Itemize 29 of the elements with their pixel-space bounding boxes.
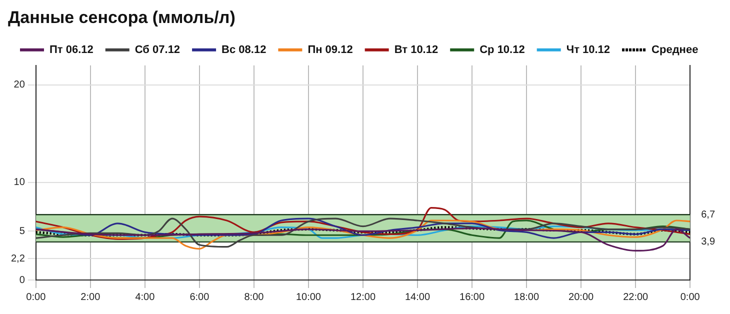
legend-label: Сб 07.12 [134, 44, 180, 56]
x-tick-label: 14:00 [405, 292, 430, 303]
x-tick-label: 16:00 [460, 292, 485, 303]
legend-label: Ср 10.12 [480, 44, 525, 56]
legend-label: Вт 10.12 [394, 44, 438, 56]
x-tick-label: 0:00 [680, 292, 700, 303]
y2-tick-label: 3,9 [701, 236, 716, 248]
y-tick-label: 20 [14, 80, 26, 91]
y-tick-label: 2,2 [10, 253, 26, 264]
legend-label: Чт 10.12 [566, 44, 610, 56]
chart-title: Данные сенсора (ммоль/л) [8, 8, 236, 27]
x-tick-label: 10:00 [296, 292, 322, 303]
legend-label: Пт 06.12 [50, 44, 94, 56]
x-tick-label: 18:00 [514, 292, 540, 303]
legend-label: Вс 08.12 [222, 44, 266, 56]
x-tick-label: 2:00 [80, 292, 101, 303]
x-tick-label: 6:00 [190, 292, 210, 303]
x-tick-label: 0:00 [26, 292, 46, 303]
x-tick-label: 12:00 [350, 292, 376, 303]
y-tick-label: 10 [14, 177, 26, 188]
y-tick-label: 0 [19, 274, 26, 286]
x-tick-label: 22:00 [623, 292, 649, 303]
y2-tick-label: 6,7 [701, 209, 716, 220]
legend-label: Среднее [652, 44, 698, 56]
y-tick-label: 5 [19, 226, 26, 237]
x-tick-label: 20:00 [568, 292, 594, 303]
x-tick-label: 8:00 [244, 292, 264, 303]
legend-label: Пн 09.12 [308, 44, 353, 56]
x-tick-label: 4:00 [135, 292, 156, 303]
